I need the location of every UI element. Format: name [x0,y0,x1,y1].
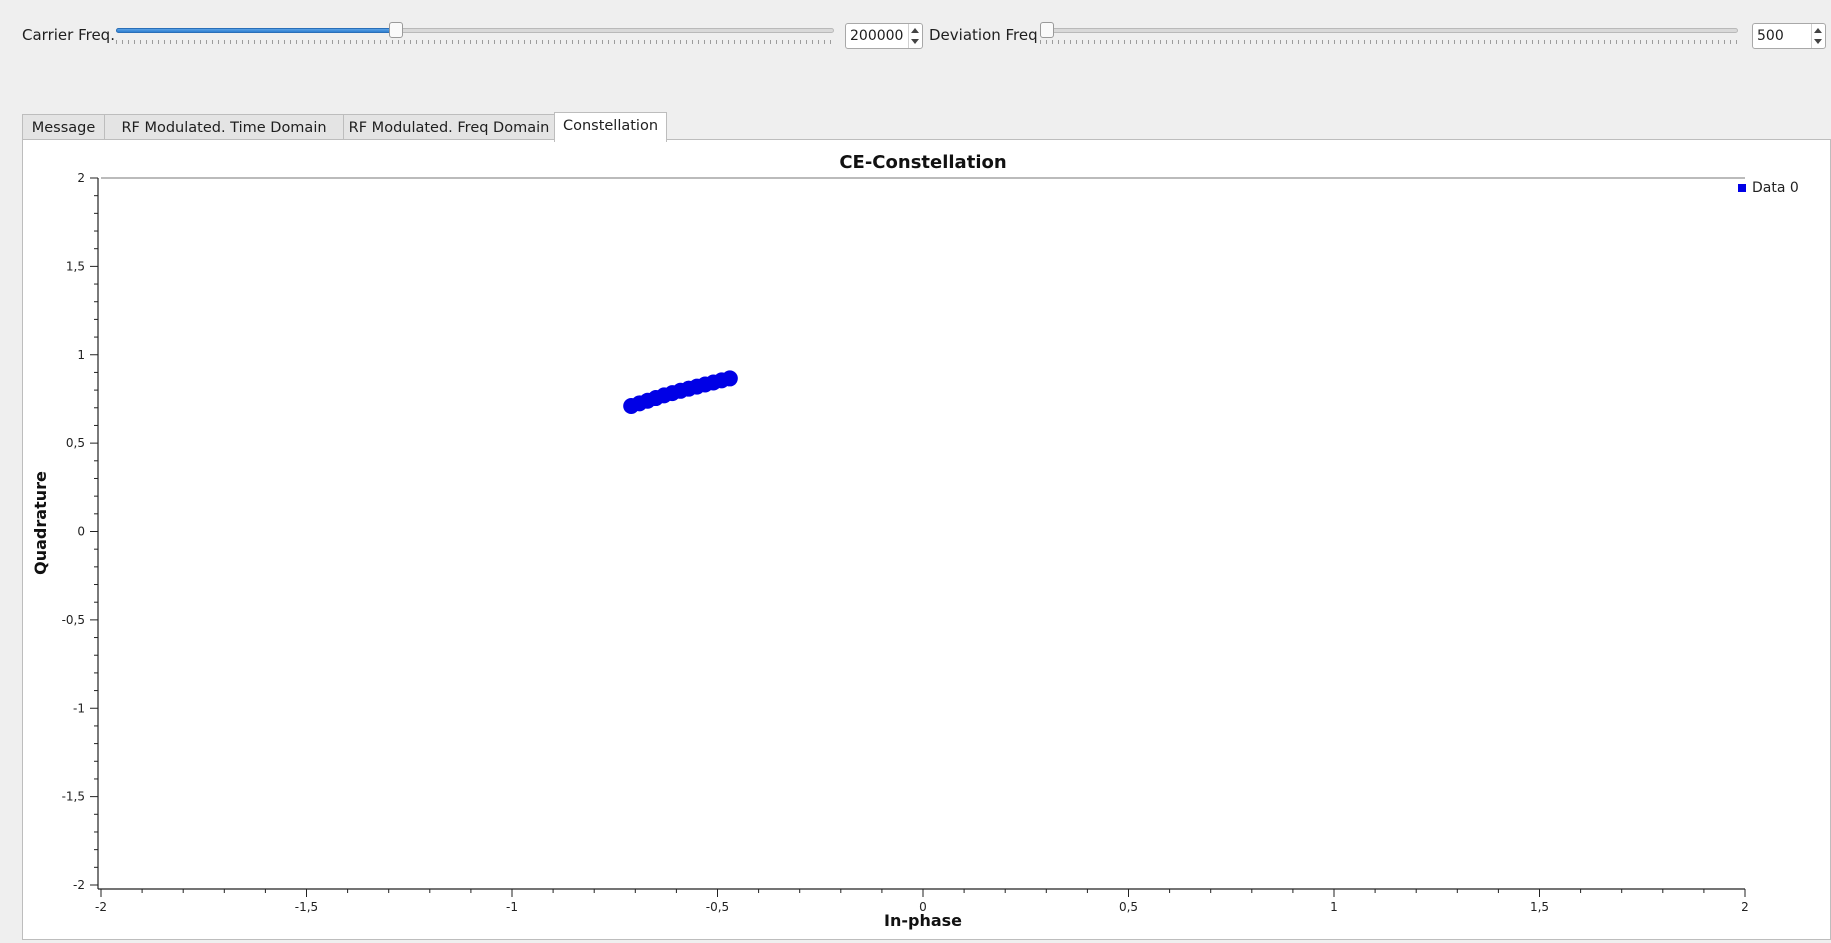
carrier-freq-label: Carrier Freq. [22,26,115,44]
plot-canvas[interactable] [101,177,1745,885]
constellation-panel: CE-Constellation 2 1,5 1 0,5 0 -0,5 -1 -1,5 -2 -… [22,139,1831,940]
x-axis-label: In-phase [884,911,962,930]
tab-rf-freq-domain[interactable]: RF Modulated. Freq Domain [343,114,555,141]
deviation-freq-slider[interactable] [1040,22,1738,44]
legend-label-data-0[interactable]: Data 0 [1752,180,1799,196]
spin-down-icon[interactable] [911,39,919,44]
x-tick-label: 1 [1330,900,1338,914]
y-tick-label: 1,5 [66,259,85,273]
x-tick-label: -1 [506,900,518,914]
x-tick-label: 0,5 [1119,900,1138,914]
y-tick-label: -2 [73,878,85,892]
x-axis: -2 -1,5 -1 -0,5 0 0,5 1 1,5 2 [95,888,1749,914]
y-axis: 2 1,5 1 0,5 0 -0,5 -1 -1,5 -2 [62,171,99,892]
tab-message[interactable]: Message [22,114,105,141]
x-tick-label: -0,5 [706,900,729,914]
y-tick-label: 1 [77,348,85,362]
carrier-freq-slider[interactable] [116,22,834,44]
y-axis-label: Quadrature [31,471,50,575]
carrier-freq-value[interactable]: 200000 [850,28,904,44]
chart-title: CE-Constellation [839,152,1006,173]
y-tick-label: -1 [73,701,85,715]
plot-canvas-bg [101,178,1745,885]
data-point [721,370,738,387]
y-tick-label: -0,5 [62,613,85,627]
tab-constellation[interactable]: Constellation [554,112,667,142]
constellation-plot[interactable]: CE-Constellation 2 1,5 1 0,5 0 -0,5 -1 -1,5 -2 -… [23,140,1830,939]
y-tick-label: 2 [77,171,85,185]
x-tick-label: -2 [95,900,107,914]
deviation-freq-slider-handle[interactable] [1040,22,1054,38]
legend-swatch-data-0 [1738,184,1746,192]
x-tick-label: 0 [919,900,927,914]
deviation-freq-spinbox[interactable]: 500 [1752,23,1826,49]
deviation-freq-value[interactable]: 500 [1757,28,1784,44]
carrier-freq-slider-fill [116,28,397,33]
y-tick-label: 0,5 [66,436,85,450]
x-tick-label: -1,5 [295,900,318,914]
carrier-freq-slider-handle[interactable] [389,22,404,38]
spin-down-icon[interactable] [1814,39,1822,44]
spin-up-icon[interactable] [1814,28,1822,33]
tab-rf-time-domain[interactable]: RF Modulated. Time Domain [104,114,344,141]
carrier-freq-spinbox[interactable]: 200000 [845,23,923,49]
y-tick-label: 0 [77,525,85,539]
spin-up-icon[interactable] [911,28,919,33]
y-tick-label: -1,5 [62,790,85,804]
x-tick-label: 2 [1741,900,1749,914]
deviation-freq-label: Deviation Freq [929,26,1038,44]
data-0-series [623,370,738,415]
x-tick-label: 1,5 [1530,900,1549,914]
